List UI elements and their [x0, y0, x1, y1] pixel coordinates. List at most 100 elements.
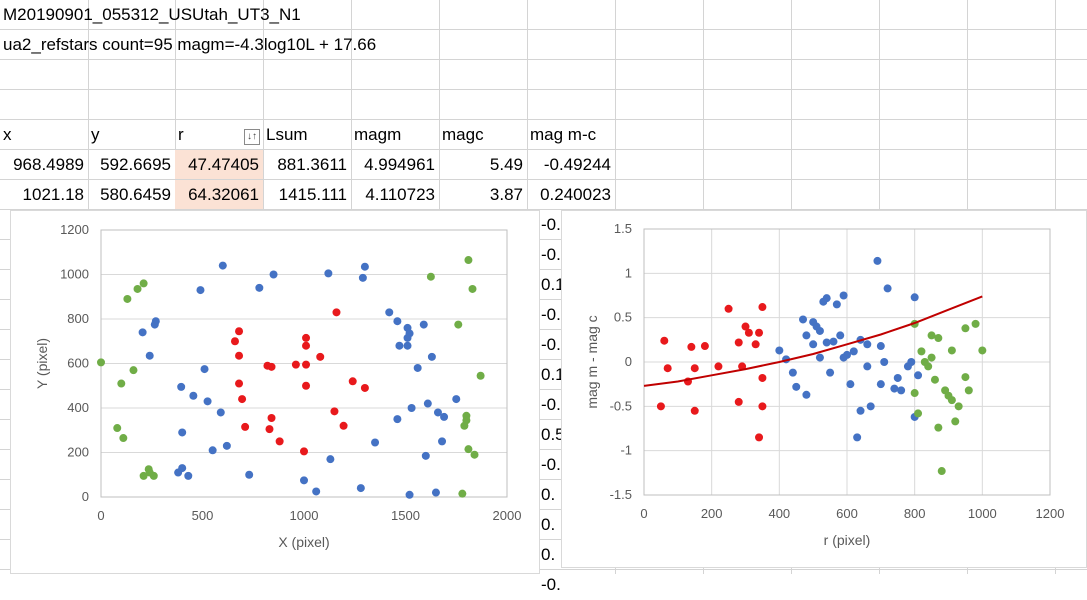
partial-cell[interactable]: 0.	[541, 545, 556, 564]
data-point	[407, 404, 416, 412]
data-point	[151, 317, 160, 326]
cell-r[interactable]: 47.47405	[175, 150, 263, 179]
row-gridline	[0, 389, 1087, 390]
row-gridline	[0, 299, 1087, 300]
header-magc[interactable]: magc	[442, 125, 484, 144]
partial-cell[interactable]: 0.1	[541, 365, 565, 384]
cell-y[interactable]: 592.6695	[100, 155, 171, 174]
row-gridline	[0, 539, 1087, 540]
title-cell[interactable]: M20190901_055312_USUtah_UT3_N1	[3, 5, 301, 24]
x-tick-label: 500	[192, 508, 214, 523]
header-mag-m-c[interactable]: mag m-c	[530, 125, 597, 144]
cell-y[interactable]: 580.6459	[100, 185, 171, 204]
partial-cell[interactable]: -0.	[541, 395, 561, 414]
partial-cell[interactable]: -0.	[541, 575, 561, 594]
data-point	[734, 397, 743, 406]
data-point	[216, 408, 225, 417]
data-point	[863, 340, 872, 349]
partial-cell[interactable]: 0.	[541, 485, 556, 504]
partial-cell[interactable]: 0.5	[541, 425, 565, 444]
cell-mag-m-c[interactable]: -0.49244	[543, 155, 611, 174]
data-point	[741, 322, 750, 331]
cell-magm[interactable]: 4.110723	[365, 185, 435, 204]
data-point	[245, 470, 254, 479]
data-point	[914, 409, 923, 418]
data-point	[302, 381, 311, 390]
x-axis-title: X (pixel)	[278, 534, 329, 550]
data-point	[421, 451, 430, 460]
data-point	[897, 386, 906, 395]
data-point	[815, 353, 824, 362]
header-lsum[interactable]: Lsum	[266, 125, 308, 144]
data-point	[744, 328, 753, 337]
partial-cell[interactable]: -0.	[541, 245, 561, 264]
data-point	[799, 315, 808, 324]
partial-cell[interactable]: 0.1	[541, 275, 565, 294]
partial-cell[interactable]: -0.	[541, 455, 561, 474]
data-point	[880, 358, 889, 366]
cell-x[interactable]: 1021.18	[22, 185, 84, 204]
data-point	[660, 336, 669, 345]
y-tick-label: 0	[625, 354, 632, 369]
data-point	[139, 471, 148, 480]
header-magm[interactable]: magm	[354, 125, 402, 144]
x-tick-label: 0	[97, 508, 104, 523]
data-point	[755, 328, 764, 337]
data-point	[907, 358, 916, 366]
partial-cell[interactable]: -0.	[541, 335, 561, 354]
data-point	[360, 383, 369, 392]
data-point	[241, 422, 250, 431]
data-point	[275, 437, 284, 446]
y-tick-label: 400	[67, 400, 89, 415]
data-point	[265, 425, 274, 434]
data-point	[413, 363, 422, 372]
data-point	[426, 272, 435, 281]
header-x[interactable]: x	[3, 125, 12, 144]
data-point	[133, 284, 142, 293]
data-point	[360, 262, 369, 271]
y-tick-label: 1.5	[614, 221, 632, 236]
cell-magc[interactable]: 3.87	[489, 185, 523, 204]
data-point	[775, 346, 784, 355]
cell-lsum[interactable]: 881.3611	[277, 155, 347, 174]
data-point	[839, 291, 848, 300]
data-point	[954, 402, 963, 411]
residual-scatter-plot: -1.5 -1 -0.5 0 0.5 1 1.5 0 200 400 600 800 1000 1200 r…	[584, 221, 1064, 548]
data-point	[961, 324, 970, 333]
data-point	[947, 346, 956, 355]
data-point	[758, 373, 767, 382]
cell-magm[interactable]: 4.994961	[364, 155, 435, 174]
data-point	[815, 326, 824, 335]
partial-cell[interactable]: 0.	[541, 515, 556, 534]
data-point	[951, 417, 960, 426]
y-tick-label: 1200	[60, 222, 89, 237]
header-r[interactable]: r	[178, 125, 184, 144]
data-point	[178, 464, 187, 473]
subtitle-cell[interactable]: ua2_refstars count=95 magm=-4.3log10L + …	[3, 35, 377, 54]
x-tick-label: 1000	[968, 506, 997, 521]
cell-lsum[interactable]: 1415.111	[278, 185, 347, 204]
xy-scatter-chart[interactable]: 0 200 400 600 800 1000 1200 0 500 1000 1500 2000 X (…	[10, 210, 540, 574]
data-point	[802, 331, 811, 340]
header-y[interactable]: y	[91, 125, 100, 144]
cell-mag-m-c[interactable]: 0.240023	[540, 185, 611, 204]
y-axis-title: Y (pixel)	[34, 338, 50, 389]
data-point	[822, 338, 831, 347]
data-point	[937, 467, 946, 476]
partial-cell[interactable]: -0.	[541, 215, 561, 234]
cell-magc[interactable]: 5.49	[489, 155, 523, 174]
cell-r[interactable]: 64.32061	[175, 180, 263, 209]
data-point	[145, 351, 154, 360]
y-tick-label: -1	[620, 443, 632, 458]
data-point	[802, 390, 811, 399]
data-point	[177, 382, 186, 391]
data-point	[788, 368, 797, 377]
residual-scatter-chart[interactable]: -1.5 -1 -0.5 0 0.5 1 1.5 0 200 400 600 800 1000 1200 r…	[561, 210, 1087, 568]
sort-filter-button[interactable]: ↓↑	[244, 129, 260, 145]
data-point	[348, 377, 357, 386]
partial-cell[interactable]: -0.	[541, 305, 561, 324]
x-tick-label: 600	[836, 506, 858, 521]
data-point	[947, 396, 956, 405]
data-point	[419, 320, 428, 329]
cell-x[interactable]: 968.4989	[13, 155, 84, 174]
